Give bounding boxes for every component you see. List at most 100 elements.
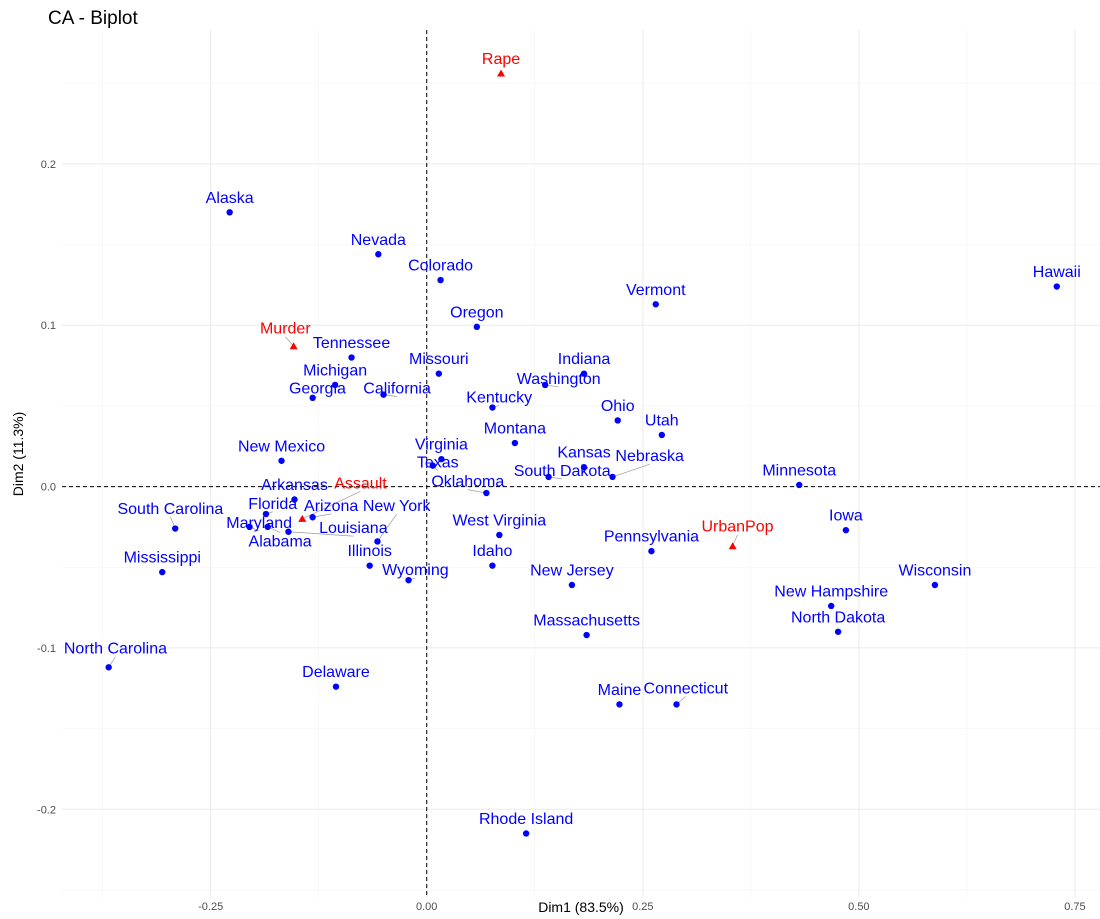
row-point bbox=[105, 664, 112, 671]
label-leader-line bbox=[285, 336, 294, 347]
x-tick-label: 0.50 bbox=[848, 901, 869, 913]
row-point-label: Illinois bbox=[347, 543, 391, 560]
row-point-label: California bbox=[363, 381, 431, 398]
row-point bbox=[522, 830, 530, 837]
row-point-label: Utah bbox=[645, 412, 679, 429]
row-point-label: Idaho bbox=[472, 543, 512, 560]
row-point bbox=[828, 602, 835, 610]
y-tick-label: -0.1 bbox=[37, 643, 56, 655]
row-point-label: Wisconsin bbox=[898, 563, 971, 580]
row-point-label: Michigan bbox=[303, 362, 367, 379]
row-point-label: Ohio bbox=[601, 398, 635, 415]
row-point bbox=[309, 514, 316, 521]
row-point bbox=[568, 581, 576, 589]
y-axis-title: Dim2 (11.3%) bbox=[10, 412, 26, 497]
column-point-label: Rape bbox=[482, 51, 520, 68]
row-point bbox=[496, 531, 503, 539]
column-point-triangle bbox=[289, 342, 298, 350]
row-point-label: Oregon bbox=[450, 304, 503, 321]
row-point-label: Nebraska bbox=[615, 448, 684, 465]
row-point-label: Tennessee bbox=[313, 335, 390, 352]
row-point-label: Maryland bbox=[226, 515, 292, 532]
x-tick-label: 0.00 bbox=[416, 901, 437, 913]
row-point-label: New Jersey bbox=[530, 563, 614, 580]
column-point-triangle bbox=[298, 514, 307, 522]
row-point-label: New Hampshire bbox=[774, 583, 888, 600]
row-point-label: Alabama bbox=[249, 533, 312, 550]
row-point bbox=[438, 455, 445, 463]
row-point bbox=[375, 251, 382, 258]
row-point-label: Oklahoma bbox=[431, 474, 504, 491]
row-point-label: North Carolina bbox=[64, 641, 167, 658]
row-point bbox=[331, 381, 339, 389]
row-point bbox=[348, 354, 355, 361]
row-point-label: Wyoming bbox=[382, 562, 449, 579]
row-point bbox=[541, 381, 549, 389]
row-point bbox=[580, 370, 588, 377]
y-tick-label: 0.0 bbox=[41, 482, 56, 494]
row-point bbox=[545, 473, 552, 481]
row-point bbox=[511, 439, 519, 447]
row-point bbox=[309, 394, 316, 402]
row-point-label: Missouri bbox=[409, 351, 469, 368]
row-point bbox=[1053, 283, 1060, 290]
row-point bbox=[285, 528, 292, 535]
row-point-label: Hawaii bbox=[1033, 264, 1081, 281]
row-point-label: Georgia bbox=[289, 381, 346, 398]
row-point-label: Kentucky bbox=[466, 389, 532, 406]
row-point bbox=[583, 631, 590, 639]
row-point-label: Nevada bbox=[351, 232, 406, 249]
row-point bbox=[652, 301, 659, 308]
row-point-label: Louisiana bbox=[319, 520, 388, 537]
row-point bbox=[429, 462, 436, 469]
row-point bbox=[648, 547, 655, 555]
row-point-label: Vermont bbox=[626, 282, 686, 299]
row-point bbox=[834, 628, 842, 635]
row-point-label: New York bbox=[363, 498, 432, 515]
row-point-label: Arkansas bbox=[261, 477, 328, 494]
column-point-label: Murder bbox=[260, 321, 311, 338]
row-point-label: Iowa bbox=[829, 508, 863, 525]
row-point-label: Rhode Island bbox=[479, 811, 573, 828]
row-point bbox=[580, 464, 588, 471]
column-point-label: Assault bbox=[334, 475, 387, 492]
row-point bbox=[380, 391, 387, 398]
row-point bbox=[291, 496, 298, 503]
row-point bbox=[246, 523, 253, 531]
row-point bbox=[264, 523, 271, 531]
row-point-label: Colorado bbox=[408, 258, 473, 275]
row-point bbox=[405, 576, 412, 584]
row-point bbox=[437, 276, 444, 284]
chart-title: CA - Biplot bbox=[48, 8, 138, 29]
column-point-triangle bbox=[728, 542, 737, 550]
row-point bbox=[226, 209, 233, 216]
row-point bbox=[159, 568, 166, 576]
row-point bbox=[172, 525, 179, 532]
row-point-label: Connecticut bbox=[644, 680, 729, 697]
row-point-label: Washington bbox=[517, 371, 601, 388]
label-leader-line bbox=[612, 463, 650, 478]
row-point bbox=[796, 481, 803, 489]
row-point bbox=[374, 538, 381, 545]
data-marks bbox=[105, 69, 1060, 837]
row-point-label: Delaware bbox=[302, 664, 370, 681]
row-point-label: Kansas bbox=[557, 445, 610, 462]
x-tick-label: -0.25 bbox=[198, 901, 223, 913]
row-point-label: Florida bbox=[248, 496, 297, 513]
row-point-label: Massachusetts bbox=[533, 613, 640, 630]
row-point-label: Minnesota bbox=[762, 462, 836, 479]
reference-lines bbox=[62, 30, 1100, 898]
row-point bbox=[332, 683, 340, 690]
y-tick-label: 0.1 bbox=[41, 320, 56, 332]
axis-ticks: -0.25 0.00 0.25 0.50 0.75 -0.2 -0.1 0.0 0.1 0.2 bbox=[37, 159, 1086, 913]
row-point-label: Indiana bbox=[558, 351, 611, 368]
x-axis-title: Dim1 (83.5%) bbox=[538, 899, 624, 915]
row-point bbox=[262, 510, 270, 518]
row-point bbox=[616, 701, 623, 708]
row-point bbox=[842, 526, 850, 534]
x-tick-label: 0.75 bbox=[1064, 901, 1085, 913]
row-point bbox=[435, 370, 443, 377]
row-point bbox=[673, 701, 680, 708]
row-point bbox=[614, 417, 621, 424]
